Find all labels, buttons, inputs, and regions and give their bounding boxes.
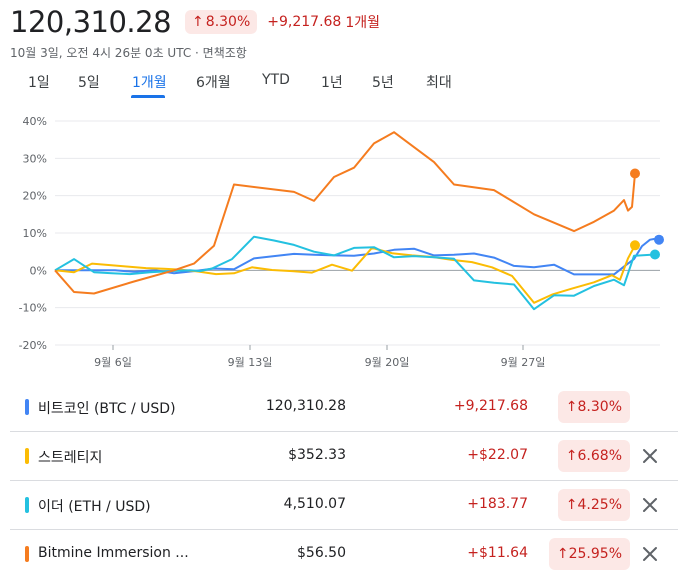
series-line: [54, 235, 656, 311]
item-value: 4,510.07: [283, 496, 346, 512]
arrow-up-icon: ↑: [556, 546, 569, 562]
item-name: 이더 (ETH / USD): [38, 499, 151, 515]
pct-change-value: 8.30%: [205, 14, 251, 30]
series-end-point: [654, 234, 664, 245]
period-label: 1개월: [345, 15, 381, 31]
close-icon[interactable]: [638, 493, 662, 517]
x-tick-label: 9월 20일: [365, 355, 410, 369]
arrow-up-icon: ↑: [565, 497, 578, 513]
list-item-btc[interactable]: 비트코인 (BTC / USD) 120,310.28 +9,217.68 ↑ 8…: [10, 383, 678, 432]
y-tick-label: 40%: [23, 115, 47, 128]
item-change: +183.77: [467, 496, 528, 512]
item-pct-value: 25.95%: [568, 546, 622, 562]
tab-5d[interactable]: 5일: [78, 75, 100, 91]
item-pct-value: 8.30%: [577, 399, 622, 415]
timestamp-disclaimer[interactable]: 10월 3일, 오전 4시 26분 0초 UTC · 면책조항: [10, 46, 247, 60]
series-color-marker: [25, 448, 29, 464]
x-axis-ticks: 9월 6일 9월 13일 9월 20일 9월 27일: [94, 345, 545, 369]
item-name: 스트레티지: [38, 450, 103, 466]
list-item-eth[interactable]: 이더 (ETH / USD) 4,510.07 +183.77 ↑ 4.25%: [10, 481, 678, 530]
tab-5y[interactable]: 5년: [372, 75, 394, 91]
item-change: +$22.07: [467, 447, 528, 463]
x-tick-label: 9월 13일: [228, 355, 273, 369]
item-value: $56.50: [297, 545, 346, 561]
series-color-marker: [25, 497, 29, 513]
item-pct-badge: ↑ 4.25%: [557, 489, 630, 521]
chart-grid: [55, 120, 660, 346]
item-pct-badge: ↑ 25.95%: [548, 538, 630, 570]
item-pct-badge: ↑ 8.30%: [557, 391, 630, 423]
tab-max[interactable]: 최대: [426, 75, 452, 91]
y-axis-ticks: 40% 30% 20% 10% 0% -10% -20%: [19, 115, 47, 352]
y-tick-label: 20%: [23, 190, 47, 203]
arrow-up-icon: ↑: [192, 14, 204, 30]
comparison-list: 비트코인 (BTC / USD) 120,310.28 +9,217.68 ↑ 8…: [10, 383, 678, 578]
series-end-point: [650, 249, 660, 260]
chart-series: [54, 131, 660, 311]
y-tick-label: 10%: [23, 227, 47, 240]
item-value: $352.33: [288, 447, 346, 463]
arrow-up-icon: ↑: [565, 399, 578, 415]
tab-1y[interactable]: 1년: [321, 75, 343, 91]
item-change: +9,217.68: [453, 398, 528, 414]
item-change: +$11.64: [467, 545, 528, 561]
pct-change-badge: ↑ 8.30%: [185, 10, 258, 34]
item-pct-badge: ↑ 6.68%: [557, 440, 630, 472]
x-tick-label: 9월 6일: [94, 355, 132, 369]
series-color-marker: [25, 399, 29, 415]
arrow-up-icon: ↑: [565, 448, 578, 464]
tab-1m[interactable]: 1개월: [132, 75, 167, 91]
close-icon[interactable]: [638, 444, 662, 468]
quote-header: 120,310.28 ↑ 8.30% +9,217.68 1개월: [10, 4, 380, 40]
item-pct-value: 6.68%: [577, 448, 622, 464]
comparison-chart[interactable]: 40% 30% 20% 10% 0% -10% -20% 9월 6일 9월 13일 9월 20일…: [0, 108, 688, 376]
active-tab-indicator: [131, 95, 165, 98]
x-tick-label: 9월 27일: [501, 355, 546, 369]
series-end-point: [630, 168, 640, 179]
series-line: [54, 244, 636, 304]
current-price: 120,310.28: [10, 5, 172, 39]
list-item-mstr[interactable]: 스트레티지 $352.33 +$22.07 ↑ 6.68%: [10, 432, 678, 481]
range-tabs: 1일 5일 1개월 6개월 YTD 1년 5년 최대: [0, 68, 688, 98]
item-name: 비트코인 (BTC / USD): [38, 401, 176, 417]
tab-6m[interactable]: 6개월: [196, 75, 231, 91]
tab-1d[interactable]: 1일: [28, 75, 50, 91]
y-tick-label: 0%: [30, 264, 47, 277]
item-name: Bitmine Immersion ...: [38, 545, 189, 561]
tab-ytd[interactable]: YTD: [262, 72, 290, 88]
y-tick-label: -20%: [19, 339, 47, 352]
y-tick-label: 30%: [23, 152, 47, 165]
list-item-bmnr[interactable]: Bitmine Immersion ... $56.50 +$11.64 ↑ 25…: [10, 530, 678, 578]
series-end-markers: [630, 168, 664, 260]
series-end-point: [630, 240, 640, 251]
abs-change: +9,217.68: [267, 14, 342, 30]
item-pct-value: 4.25%: [577, 497, 622, 513]
item-value: 120,310.28: [265, 398, 346, 414]
series-line: [54, 131, 636, 295]
y-tick-label: -10%: [19, 302, 47, 315]
close-icon[interactable]: [638, 542, 662, 566]
series-line: [55, 238, 660, 276]
series-color-marker: [25, 546, 29, 562]
